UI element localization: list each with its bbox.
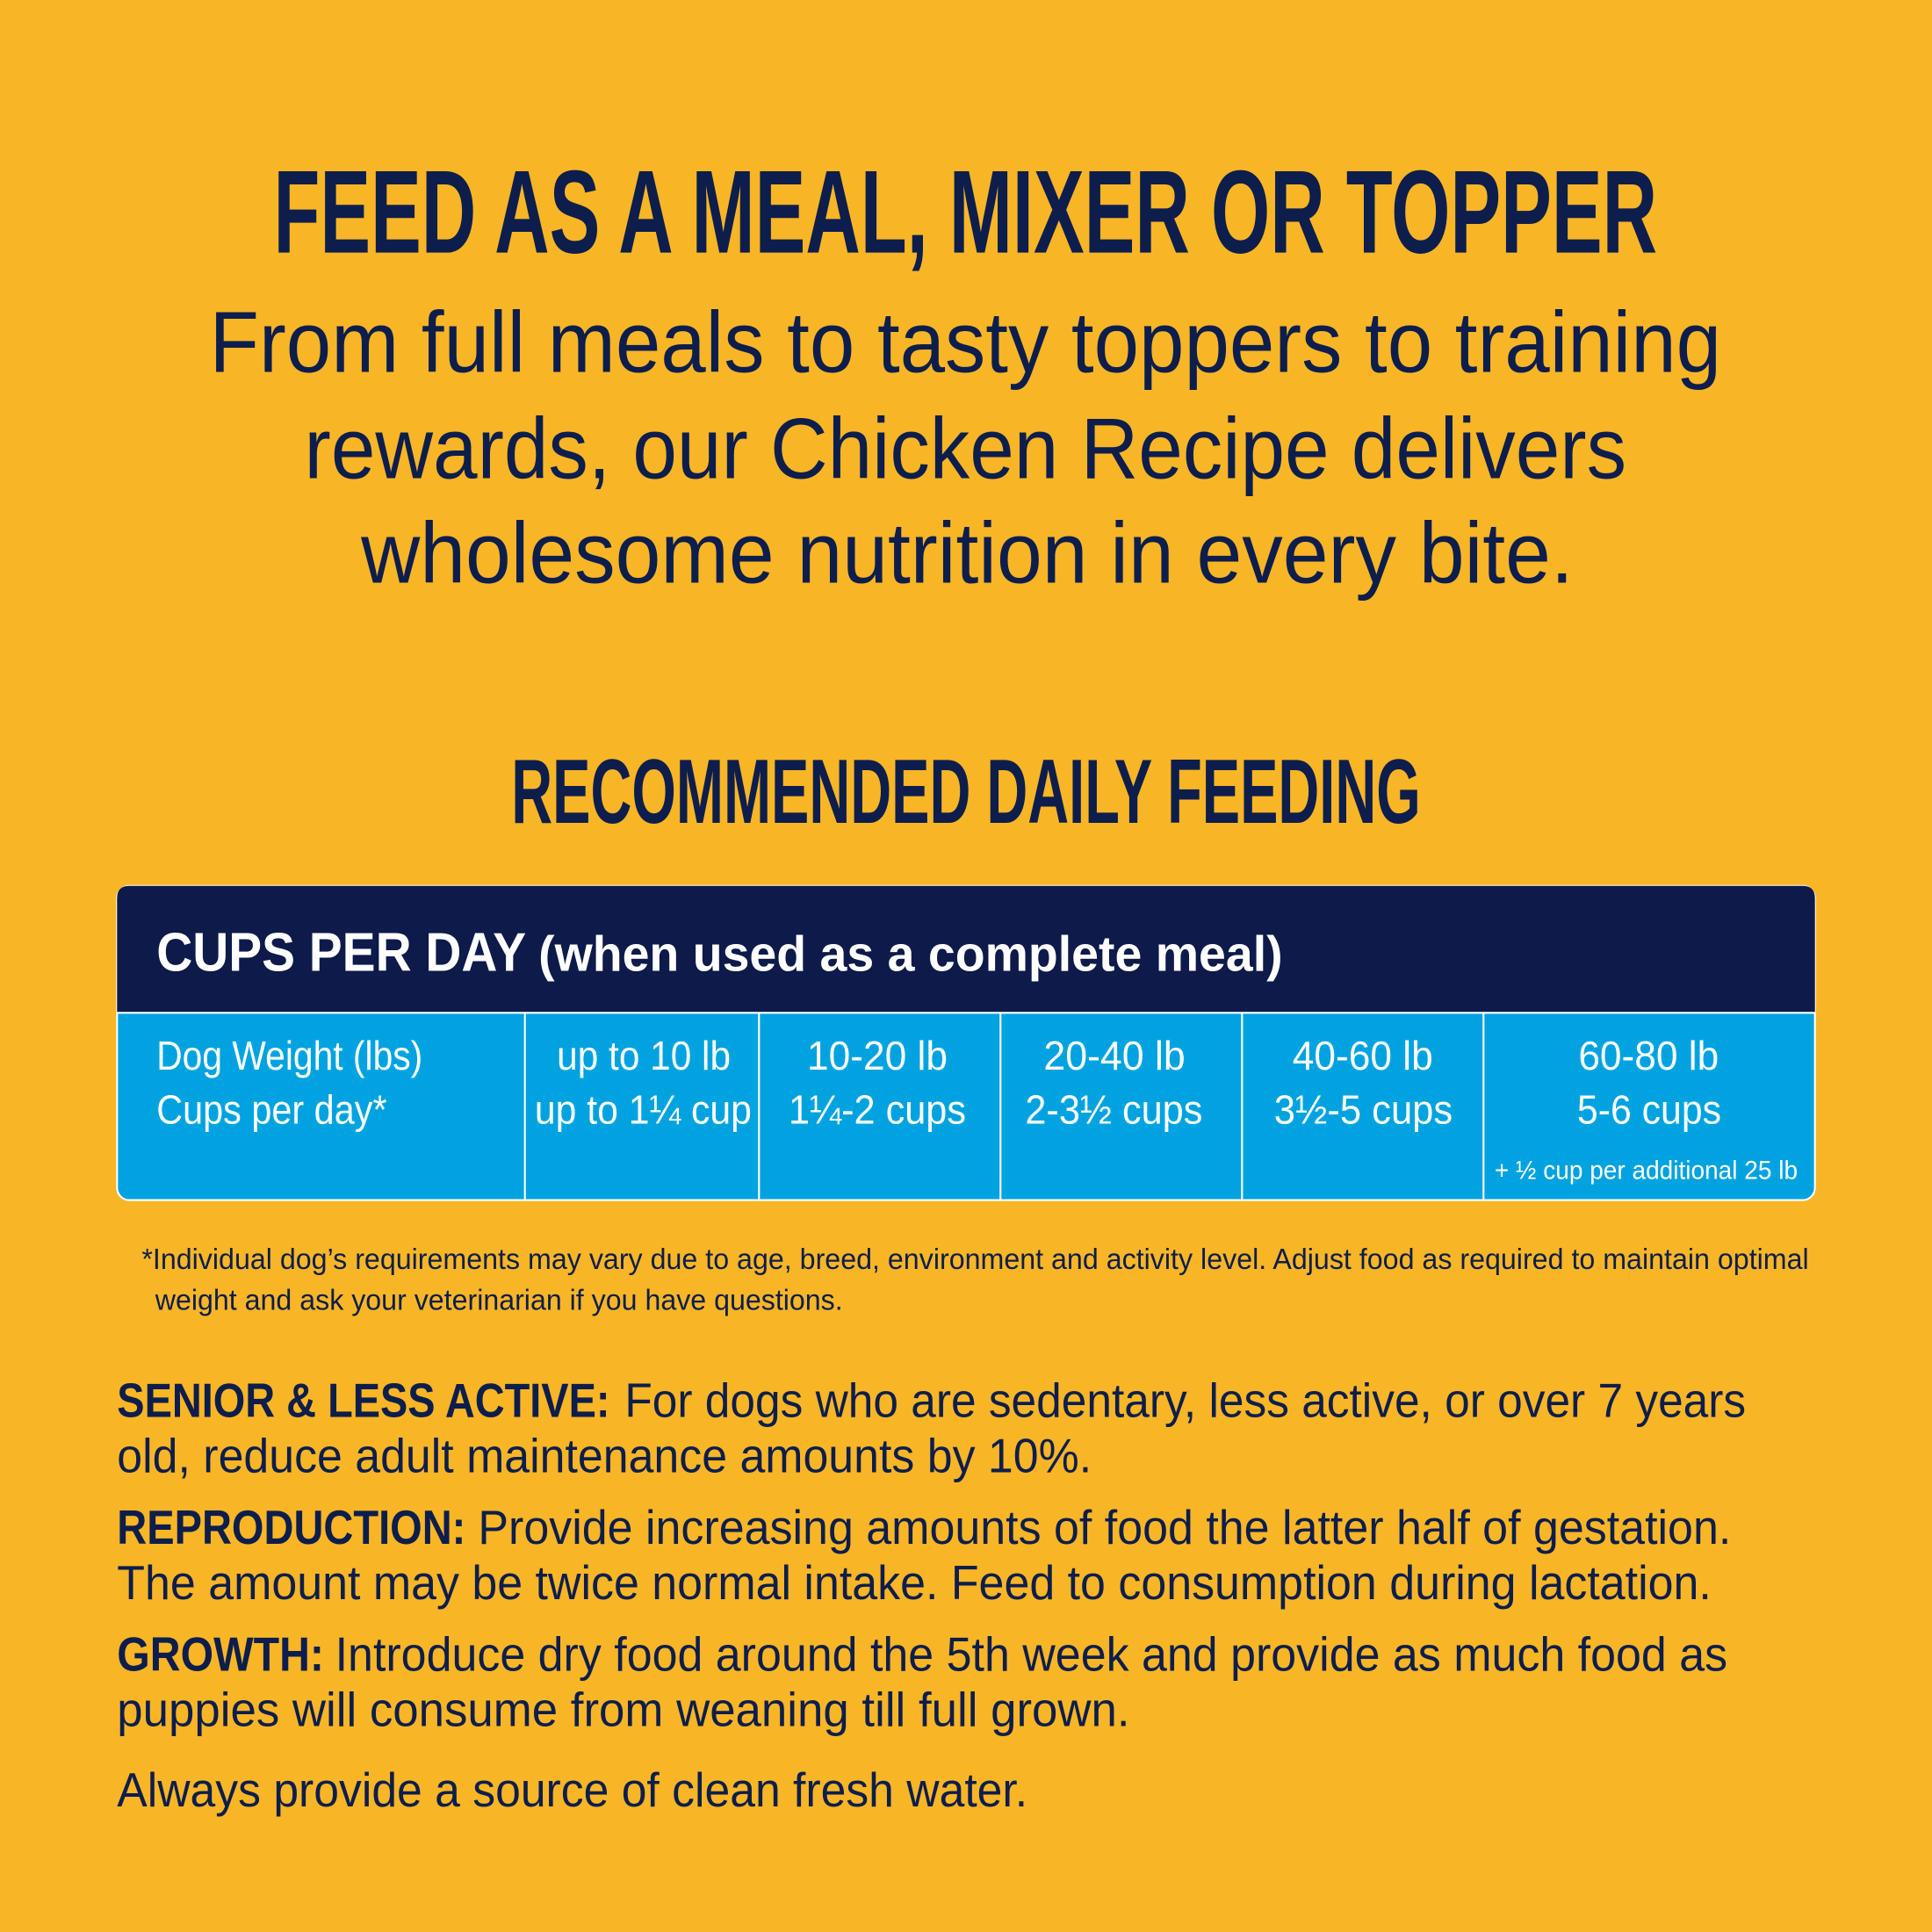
cups-cell: 3½-5 cups	[1274, 1087, 1453, 1133]
section-title: RECOMMENDED DAILY FEEDING	[511, 741, 1420, 843]
paragraph-label: REPRODUCTION:	[117, 1500, 465, 1554]
paragraph-text: The amount may be twice normal intake. F…	[117, 1555, 1712, 1610]
cups-cell: Cups per day*	[156, 1087, 386, 1133]
weight-cell: up to 10 lb	[557, 1033, 731, 1078]
paragraph-text: Provide increasing amounts of food the l…	[478, 1500, 1731, 1554]
weight-cell: Dog Weight (lbs)	[156, 1033, 422, 1078]
weight-cell: 40-60 lb	[1293, 1033, 1433, 1078]
weight-cell: 60-80 lb	[1578, 1033, 1719, 1078]
paragraph-text: Introduce dry food around the 5th week a…	[335, 1627, 1727, 1682]
cups-cell: up to 1¼ cup	[535, 1087, 752, 1133]
column-dividers	[523, 1013, 1485, 1200]
table-header	[117, 885, 1815, 1013]
paragraph-text: For dogs who are sedentary, less active,…	[624, 1373, 1746, 1428]
paragraph-text: puppies will consume from weaning till f…	[117, 1683, 1129, 1737]
weight-cell: 20-40 lb	[1043, 1033, 1185, 1078]
cups-cell: 1¼-2 cups	[789, 1087, 966, 1133]
table-header-bold: CUPS PER DAY	[156, 923, 526, 984]
weight-cell: 10-20 lb	[807, 1033, 948, 1078]
cell-note: + ½ cup per additional 25 lb	[1495, 1157, 1798, 1186]
subtitle: From full meals to tasty toppers to trai…	[210, 294, 1722, 391]
table-header-rest: (when used as a complete meal)	[538, 926, 1282, 982]
subtitle: rewards, our Chicken Recipe delivers	[305, 400, 1626, 496]
paragraph-label: GROWTH:	[117, 1627, 324, 1682]
title: FEED AS A MEAL, MIXER OR TOPPER	[273, 146, 1657, 278]
cups-cell: 5-6 cups	[1577, 1087, 1721, 1133]
subtitle: wholesome nutrition in every bite.	[360, 505, 1574, 602]
cups-cell: 2-3½ cups	[1025, 1087, 1202, 1133]
paragraph-label: SENIOR & LESS ACTIVE:	[117, 1373, 609, 1428]
footnote: *Individual dog’s requirements may vary …	[141, 1244, 1808, 1276]
paragraph-text: Always provide a source of clean fresh w…	[117, 1763, 1027, 1817]
footnote: weight and ask your veterinarian if you …	[155, 1284, 843, 1316]
paragraph-text: old, reduce adult maintenance amounts by…	[117, 1429, 1092, 1483]
